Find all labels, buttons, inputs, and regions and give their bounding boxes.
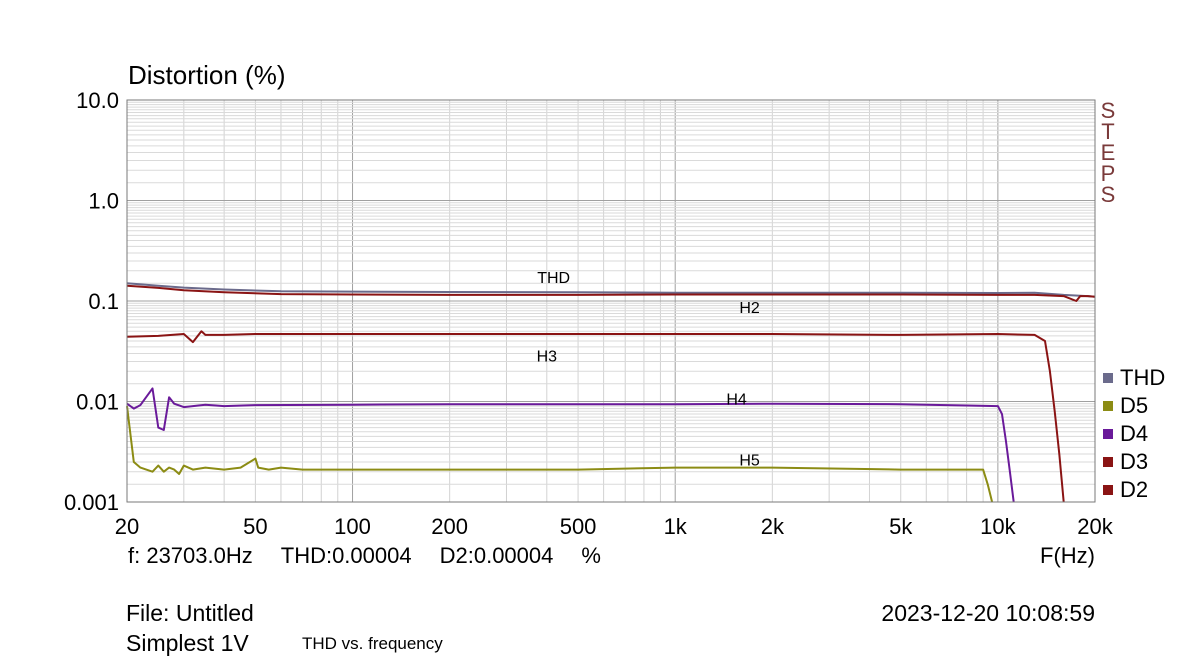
steps-letter: T — [1101, 119, 1115, 144]
x-tick-label: 1k — [664, 514, 688, 539]
measurement-description: THD vs. frequency — [302, 634, 443, 653]
x-tick-label: 5k — [889, 514, 913, 539]
legend-item-d2: D2 — [1103, 476, 1165, 504]
curve-label-h4: H4 — [726, 391, 747, 408]
legend-item-d4: D4 — [1103, 420, 1165, 448]
curve-label-thd: THD — [537, 270, 570, 287]
x-tick-label: 20 — [115, 514, 139, 539]
y-tick-label: 0.1 — [88, 289, 119, 314]
series-lines — [126, 282, 1096, 503]
legend-label: D4 — [1120, 421, 1149, 446]
steps-letter: S — [1100, 98, 1116, 123]
legend: THD D5 D4 D3 D2 — [1103, 364, 1165, 504]
x-axis-title: F(Hz) — [1040, 543, 1095, 568]
program-label: Simplest 1V — [126, 630, 249, 656]
steps-letter: E — [1100, 140, 1116, 165]
series-line-d4 — [126, 387, 1015, 503]
x-tick-label: 200 — [431, 514, 468, 539]
series-line-d3 — [126, 330, 1065, 503]
timestamp: 2023-12-20 10:08:59 — [881, 600, 1095, 626]
y-tick-labels: 10.0 1.0 0.1 0.01 0.001 — [64, 88, 119, 515]
readout-frequency: f: 23703.0Hz — [128, 543, 253, 568]
y-tick-label: 0.001 — [64, 490, 119, 515]
series-line-thd — [126, 282, 1096, 298]
legend-swatch — [1103, 429, 1113, 439]
x-tick-label: 50 — [243, 514, 267, 539]
y-tick-label: 10.0 — [76, 88, 119, 113]
legend-swatch — [1103, 485, 1113, 495]
readout-unit: % — [581, 543, 601, 568]
curve-label-h2: H2 — [739, 300, 760, 317]
y-tick-label: 1.0 — [88, 189, 119, 214]
x-tick-labels: 20 50 100 200 500 1k 2k 5k 10k 20k — [115, 514, 1114, 539]
series-line-d5 — [126, 405, 994, 503]
legend-label: D2 — [1120, 477, 1149, 502]
cursor-readout: f: 23703.0Hz THD:0.00004 D2:0.00004% — [128, 543, 629, 569]
legend-swatch — [1103, 401, 1113, 411]
curve-label-h3: H3 — [537, 349, 558, 366]
steps-letter: P — [1100, 161, 1116, 186]
legend-label: D3 — [1120, 449, 1149, 474]
plot-frame — [126, 99, 1096, 503]
grid — [126, 99, 1096, 503]
y-tick-label: 0.01 — [76, 390, 119, 415]
steps-letter: S — [1100, 182, 1116, 207]
file-label: File: Untitled — [126, 600, 254, 626]
curve-labels: THD H2 H3 H4 H5 — [537, 270, 760, 469]
x-tick-label: 10k — [980, 514, 1016, 539]
readout-d2: D2:0.00004 — [439, 543, 554, 568]
x-tick-label: 100 — [334, 514, 371, 539]
x-tick-label: 2k — [761, 514, 785, 539]
curve-label-h5: H5 — [739, 452, 760, 469]
legend-label: D5 — [1120, 393, 1149, 418]
legend-swatch — [1103, 373, 1113, 383]
legend-item-d3: D3 — [1103, 448, 1165, 476]
steps-label: S T E P S — [1097, 98, 1119, 207]
x-tick-label: 20k — [1077, 514, 1113, 539]
legend-swatch — [1103, 457, 1113, 467]
legend-item-thd: THD — [1103, 364, 1165, 392]
readout-thd: THD:0.00004 — [280, 543, 412, 568]
y-axis-title: Distortion (%) — [128, 60, 286, 90]
x-tick-label: 500 — [560, 514, 597, 539]
legend-item-d5: D5 — [1103, 392, 1165, 420]
series-line-d2 — [126, 284, 1096, 302]
legend-label: THD — [1120, 365, 1166, 390]
